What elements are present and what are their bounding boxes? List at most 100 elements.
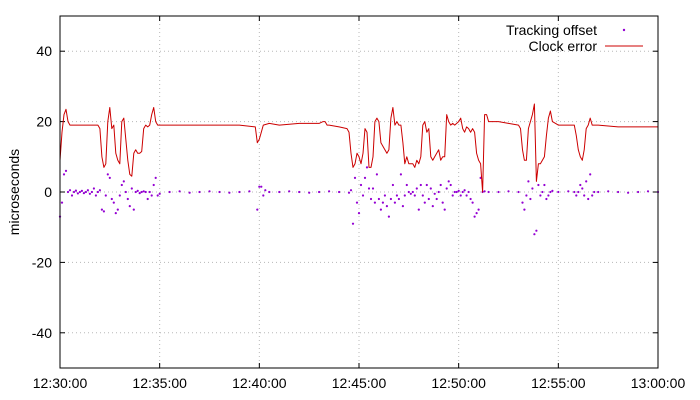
tracking-offset-point [551, 189, 554, 192]
tracking-offset-point [90, 190, 93, 194]
tracking-offset-point [108, 176, 111, 179]
tracking-offset-point [256, 208, 259, 211]
tracking-offset-point [543, 183, 546, 187]
tracking-offset-point [66, 190, 70, 194]
tracking-offset-point [583, 194, 586, 197]
clock-error-line [59, 103, 658, 193]
tracking-offset-point [535, 229, 538, 232]
tracking-offset-point [469, 197, 472, 201]
tracking-offset-point [547, 194, 550, 197]
tracking-offset-point [425, 183, 428, 187]
x-tick-label: 12:50:00 [431, 375, 486, 391]
tracking-offset-point [419, 183, 422, 187]
tracking-offset-point [413, 194, 416, 197]
tracking-offset-point [471, 201, 474, 204]
tracking-offset-point [637, 190, 640, 194]
tracking-offset-point [228, 191, 231, 194]
tracking-offset-point [451, 194, 454, 197]
tracking-offset-point [134, 190, 137, 194]
tracking-offset-point [617, 190, 620, 194]
x-tick-label: 12:55:00 [531, 375, 586, 391]
tracking-offset-point [545, 197, 548, 201]
tracking-offset-point [377, 197, 380, 201]
tracking-offset-point [381, 201, 384, 204]
tracking-offset-point [355, 201, 359, 204]
tracking-offset-point [589, 173, 592, 176]
tracking-offset-point [122, 180, 125, 183]
x-tick-label: 12:35:00 [132, 375, 187, 391]
tracking-offset-point [84, 190, 87, 194]
y-axis-label: microseconds [6, 149, 22, 235]
tracking-offset-point [124, 190, 127, 194]
tracking-offset-point [62, 173, 66, 176]
tracking-offset-point [60, 201, 64, 204]
tracking-offset-point [150, 194, 153, 197]
tracking-offset-point [439, 183, 442, 187]
tracking-offset-point [525, 194, 528, 197]
legend-label-tracking-offset: Tracking offset [506, 22, 597, 38]
tracking-offset-point [308, 191, 311, 194]
tracking-offset-point [527, 180, 530, 183]
tracking-offset-point [140, 190, 143, 194]
tracking-offset-point [463, 189, 466, 192]
tracking-offset-point [521, 201, 524, 204]
tracking-offset-point [447, 180, 450, 183]
legend: Tracking offset Clock error [506, 22, 643, 54]
tracking-offset-point [457, 189, 460, 192]
tracking-offset-point [64, 169, 68, 172]
tracking-offset-point [417, 208, 420, 211]
tracking-offset-point [359, 183, 363, 187]
tracking-offset-point [70, 194, 74, 197]
tracking-offset-point [112, 201, 115, 204]
tracking-offset-point [537, 183, 540, 187]
tracking-offset-point [144, 190, 147, 194]
tracking-offset-point [68, 189, 72, 192]
tracking-offset-point [353, 176, 357, 179]
tracking-offset-point [106, 173, 109, 176]
tracking-offset-point [74, 189, 77, 192]
tracking-offset-point [349, 189, 353, 192]
tracking-offset-point [477, 208, 480, 211]
tracking-offset-point [120, 183, 123, 187]
tracking-offset-point [591, 194, 594, 197]
tracking-offset-point [268, 190, 271, 194]
tracking-offset-point [573, 190, 576, 194]
tracking-offset-point [152, 183, 155, 187]
tracking-offset-point [318, 190, 321, 194]
tracking-offset-point [529, 197, 532, 201]
tracking-offset-point [459, 194, 462, 197]
tracking-offset-point [465, 194, 468, 197]
tracking-offset-point [328, 190, 331, 193]
tracking-offset-point [369, 197, 373, 201]
series-clock-error [59, 103, 658, 193]
tracking-offset-point [581, 187, 584, 190]
tracking-offset-point [258, 185, 261, 188]
tracking-offset-point [441, 201, 444, 204]
tracking-offset-point [114, 212, 117, 215]
tracking-offset-point [156, 194, 159, 197]
tracking-offset-point [338, 190, 341, 194]
tracking-offset-point [487, 190, 490, 194]
tracking-offset-point [154, 176, 157, 179]
tracking-offset-point [130, 187, 133, 190]
tracking-offset-point [427, 197, 430, 201]
tracking-offset-point [363, 176, 367, 179]
tracking-offset-point [507, 190, 510, 193]
x-tick-labels: 12:30:00 12:35:00 12:40:00 12:45:00 12:50:00… [33, 375, 686, 391]
tracking-offset-point [587, 197, 590, 201]
tracking-offset-point [98, 189, 101, 192]
tracking-offset-point [523, 208, 526, 211]
tracking-offset-point [449, 183, 452, 187]
tracking-offset-point [407, 190, 410, 194]
tracking-offset-point [597, 190, 600, 194]
tracking-offset-point [262, 194, 265, 197]
series-tracking-offset [58, 166, 660, 236]
tracking-offset-point [399, 173, 402, 176]
tracking-offset-point [158, 192, 161, 195]
tracking-offset-point [128, 205, 131, 208]
x-tick-label: 12:40:00 [232, 375, 287, 391]
tracking-offset-point [132, 208, 135, 211]
tracking-offset-point [445, 187, 448, 190]
legend-label-clock-error: Clock error [529, 38, 598, 54]
y-tick-labels: -40 -20 0 20 40 [32, 43, 52, 341]
